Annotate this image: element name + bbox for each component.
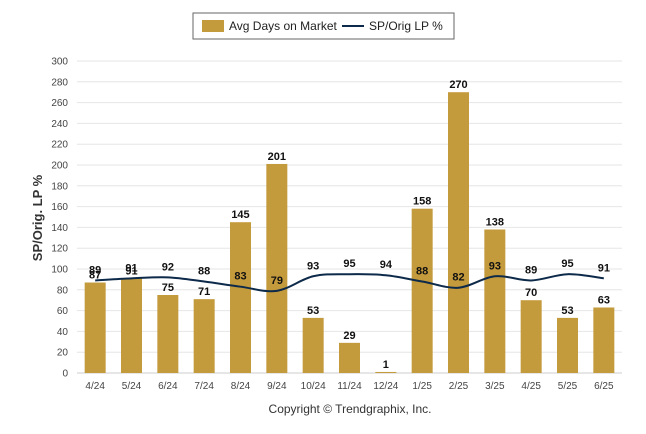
bar-value-label: 53: [561, 305, 573, 317]
y-tick-label: 80: [57, 285, 69, 296]
bar-value-label: 29: [343, 330, 355, 342]
x-axis: 4/24 5/24 6/24 7/24 8/24 9/24 10/24 11/24 12/24 1…: [85, 381, 614, 392]
y-tick-label: 180: [51, 181, 68, 192]
y-tick-label: 220: [51, 140, 68, 151]
bar: [230, 222, 251, 373]
bar: [266, 163, 288, 373]
y-tick-label: 140: [51, 223, 68, 234]
x-tick-label: 6/25: [594, 381, 614, 392]
bar: [121, 278, 142, 373]
bar: [484, 229, 506, 373]
x-tick-label: 8/24: [231, 381, 251, 392]
line-value-label: 91: [598, 262, 610, 274]
bar: [157, 295, 179, 373]
bar-value-label: 158: [413, 196, 431, 208]
bar-value-label: 53: [307, 305, 319, 317]
x-tick-label: 12/24: [373, 381, 398, 392]
y-axis-title: SP/Orig. LP %: [30, 174, 45, 261]
x-tick-label: 1/25: [412, 381, 432, 392]
y-tick-label: 20: [57, 348, 69, 359]
line-value-label: 88: [198, 265, 210, 277]
bar-value-label: 71: [198, 286, 210, 298]
legend-label-line: SP/Orig LP %: [369, 19, 443, 33]
x-tick-label: 5/25: [558, 381, 578, 392]
y-tick-label: 160: [51, 202, 68, 213]
bar-value-label: 63: [598, 294, 610, 306]
line-series: 89 91 92 88 83 79 93 95 94 88 82 93 89 95 91: [89, 258, 610, 293]
copyright: Copyright © Trendgraphix, Inc.: [269, 402, 432, 416]
bar: [375, 371, 397, 373]
bar: [520, 300, 542, 373]
legend-box: [192, 12, 455, 40]
legend-swatch-bar: [202, 20, 224, 32]
legend-label-bar: Avg Days on Market: [229, 19, 337, 33]
line-value-label: 91: [125, 262, 137, 274]
x-tick-label: 9/24: [267, 381, 287, 392]
bar-value-label: 87: [89, 270, 101, 282]
y-tick-label: 260: [51, 98, 68, 109]
bar-value-label: 1: [383, 359, 389, 371]
line-value-label: 89: [89, 264, 101, 276]
x-tick-label: 7/24: [194, 381, 214, 392]
legend: Avg Days on Market SP/Orig LP %: [192, 12, 455, 40]
bar-value-label: 201: [268, 151, 286, 163]
line-value-label: 93: [489, 260, 501, 272]
x-tick-label: 11/24: [337, 381, 362, 392]
line-value-label: 83: [234, 271, 246, 283]
bar-value-label: 70: [525, 287, 537, 299]
line-value-label: 79: [271, 275, 283, 287]
line-value-label: 95: [561, 258, 573, 270]
line-value-label: 88: [416, 265, 428, 277]
bar: [557, 317, 578, 373]
line-value-label: 94: [380, 259, 393, 271]
line-value-label: 82: [452, 272, 464, 284]
x-tick-label: 2/25: [449, 381, 469, 392]
bar: [448, 92, 469, 373]
y-tick-label: 280: [51, 77, 68, 88]
line-value-label: 92: [162, 261, 174, 273]
y-tick-label: 300: [51, 57, 68, 68]
line-series-path: [95, 273, 604, 293]
bar-value-label: 91: [125, 265, 137, 277]
x-tick-label: 6/24: [158, 381, 178, 392]
y-tick-label: 120: [51, 244, 68, 255]
bar-value-label: 138: [486, 216, 504, 228]
bar-value-label: 75: [162, 282, 174, 294]
bar-value-label: 145: [231, 209, 249, 221]
bar: [193, 299, 215, 373]
bar-value-label: 270: [449, 79, 467, 91]
x-tick-label: 3/25: [485, 381, 505, 392]
bar: [302, 317, 324, 373]
y-tick-label: 0: [62, 369, 68, 380]
line-value-label: 95: [343, 258, 355, 270]
bar: [411, 208, 433, 373]
line-value-label: 89: [525, 264, 537, 276]
x-tick-label: 4/24: [85, 381, 105, 392]
x-tick-label: 4/25: [521, 381, 541, 392]
x-tick-label: 5/24: [122, 381, 142, 392]
y-tick-label: 60: [57, 306, 69, 317]
bar: [593, 307, 615, 373]
y-tick-label: 100: [51, 265, 68, 276]
bar: [84, 282, 106, 373]
y-tick-label: 200: [51, 161, 68, 172]
bar: [339, 342, 360, 373]
y-tick-label: 240: [51, 119, 68, 130]
y-tick-label: 40: [57, 327, 69, 338]
bars: 87 91 75 71 145 201 53 29 1 158 270 138 70 53 63: [84, 79, 615, 373]
x-tick-label: 10/24: [301, 381, 326, 392]
line-value-label: 93: [307, 260, 319, 272]
